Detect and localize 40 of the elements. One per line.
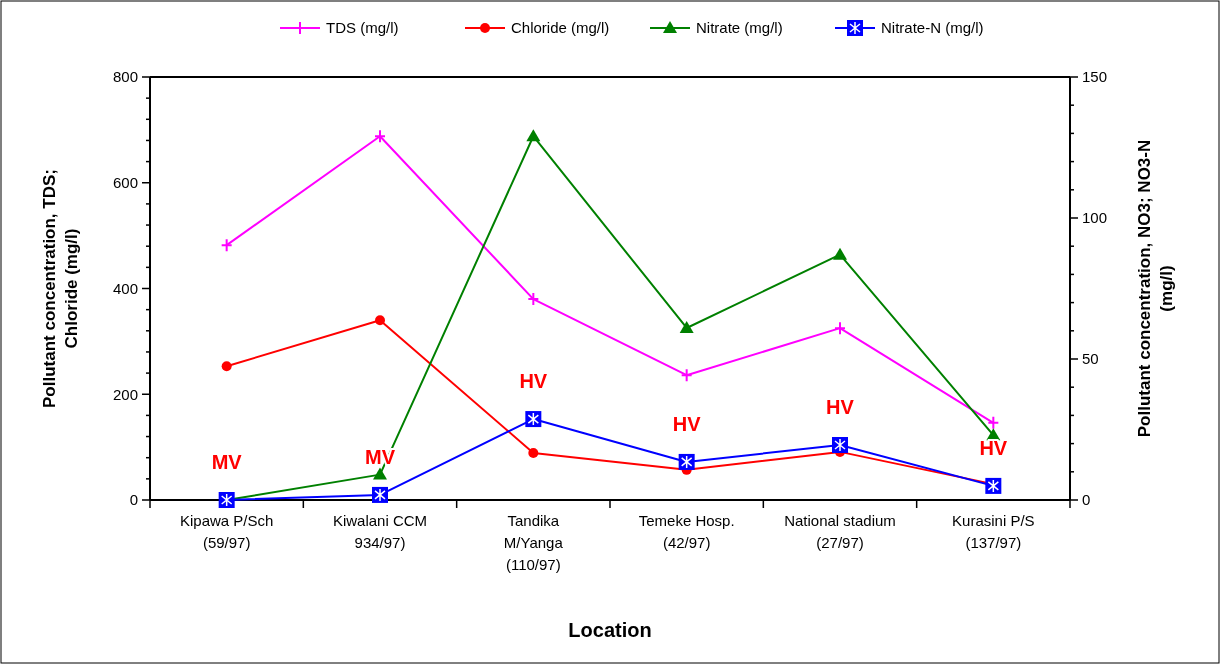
x-tick-label: National stadium (27/97) — [784, 512, 896, 551]
x-axis-title: Location — [568, 619, 652, 641]
annotation: HV — [519, 370, 548, 393]
point — [527, 292, 540, 307]
y2-tick-label: 0 — [1082, 491, 1091, 509]
point — [375, 315, 385, 326]
y2-tick-label: 150 — [1082, 68, 1108, 86]
point — [833, 247, 847, 260]
point — [526, 129, 541, 142]
legend-label: Nitrate-N (mg/l) — [881, 19, 984, 37]
x-tick-label: Kiwalani CCM 934/97) — [332, 512, 428, 551]
point — [374, 129, 386, 144]
x-tick-label: Tandika M/Yanga (110/97) — [503, 512, 564, 573]
x-tick-label: Kipawa P/Sch (59/97) — [179, 512, 274, 551]
y-tick-label: 200 — [112, 385, 138, 403]
x-tick-label: Temeke Hosp. (42/97) — [638, 512, 735, 551]
y-axis-title: Pollutant concentration, TDS; Chloride (mg/l) — [40, 169, 81, 408]
legend-label: Nitrate (mg/l) — [696, 19, 783, 37]
point — [834, 321, 846, 336]
y-tick-label: 800 — [112, 68, 138, 86]
point — [679, 320, 694, 333]
legend-label: TDS (mg/l) — [326, 19, 399, 37]
annotation: HV — [672, 412, 702, 435]
annotation: HV — [979, 436, 1008, 459]
point — [528, 447, 539, 458]
y-tick-label: 600 — [112, 174, 138, 191]
point — [680, 368, 693, 383]
point — [221, 361, 232, 372]
y2-tick-label: 50 — [1082, 350, 1099, 368]
y-tick-label: 400 — [112, 279, 138, 297]
y2-tick-label: 100 — [1082, 209, 1108, 227]
y-tick-label: 0 — [129, 491, 138, 509]
legend-label: Chloride (mg/l) — [511, 19, 610, 37]
point — [373, 467, 387, 480]
point — [987, 415, 1000, 430]
x-tick-label: Kurasini P/S (137/97) — [952, 512, 1035, 551]
annotation: MV — [211, 451, 243, 473]
point — [220, 238, 233, 253]
y2-axis-title: Pollutant concentration, NO3; NO3-N (mg/l) — [1135, 139, 1176, 438]
annotation: HV — [826, 396, 855, 419]
